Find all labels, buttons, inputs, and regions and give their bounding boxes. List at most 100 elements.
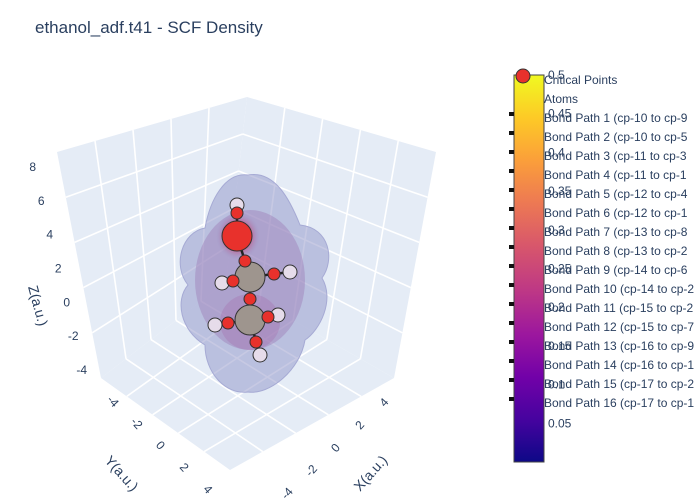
colorbar-tick-label: 0.15: [548, 339, 572, 353]
z-axis-tick-label: 6: [38, 194, 45, 208]
legend-label: Atoms: [544, 92, 578, 106]
legend-item[interactable]: Bond Path 11 (cp-15 to cp-2: [509, 301, 694, 315]
x-axis-tick-label: -2: [303, 462, 321, 480]
legend-line-marker: [509, 131, 514, 135]
gridline: [94, 140, 127, 359]
x-axis-title: X(a.u.): [350, 452, 390, 494]
atom-hydrogen: [207, 317, 223, 333]
legend-label: Bond Path 15 (cp-17 to cp-2: [544, 377, 694, 391]
colorbar: 0.05 0.1 0.15 0.2 0.25 0.3 0.35 0.4 0.45 0.5: [513, 68, 572, 463]
legend-label: Bond Path 3 (cp-11 to cp-3: [544, 149, 687, 163]
critical-point: [261, 310, 275, 324]
critical-points: [221, 206, 281, 349]
atoms: [207, 197, 298, 363]
legend-label: Bond Path 10 (cp-14 to cp-2: [544, 282, 694, 296]
x-axis-tick-label: 2: [352, 418, 367, 433]
legend-label: Bond Path 11 (cp-15 to cp-2: [544, 301, 694, 315]
legend-item[interactable]: Bond Path 2 (cp-10 to cp-5: [509, 130, 688, 144]
legend-item[interactable]: Bond Path 6 (cp-12 to cp-1: [509, 206, 688, 220]
legend-line-marker: [509, 207, 514, 211]
legend-label: Bond Path 1 (cp-10 to cp-9: [544, 111, 688, 125]
legend-label: Bond Path 5 (cp-12 to cp-4: [544, 187, 688, 201]
atom-hydrogen: [252, 347, 268, 363]
legend-item[interactable]: Bond Path 9 (cp-14 to cp-6: [509, 263, 688, 277]
legend-item[interactable]: Atoms: [544, 92, 578, 106]
atom-oxygen: [221, 220, 253, 252]
legend-item[interactable]: Bond Path 5 (cp-12 to cp-4: [509, 187, 688, 201]
gridline: [65, 133, 244, 198]
legend-item[interactable]: Bond Path 13 (cp-16 to cp-9: [509, 339, 694, 353]
colorbar-tick-label: 0.35: [548, 184, 572, 198]
legend-line-marker: [509, 378, 514, 382]
legend-item[interactable]: Bond Path 16 (cp-17 to cp-1: [509, 396, 694, 410]
legend[interactable]: Critical Points Atoms Bond Path 1 (cp-10 t…: [509, 68, 694, 410]
z-axis-tick-label: 8: [29, 160, 36, 174]
gridline: [132, 129, 152, 340]
colorbar-tick-label: 0.5: [548, 68, 565, 82]
x-axis-tick-label: 0: [328, 440, 343, 455]
legend-item[interactable]: Bond Path 14 (cp-16 to cp-1: [509, 358, 694, 372]
gridline: [242, 133, 428, 198]
atom-hydrogen: [282, 264, 298, 280]
legend-line-marker: [509, 245, 514, 249]
legend-item[interactable]: Bond Path 15 (cp-17 to cp-2: [509, 377, 694, 391]
legend-label: Bond Path 6 (cp-12 to cp-1: [544, 206, 688, 220]
legend-item[interactable]: Bond Path 12 (cp-15 to cp-7: [509, 320, 694, 334]
gridline: [359, 140, 399, 359]
scene-back-left-wall: [57, 97, 247, 378]
legend-line-marker: [509, 302, 514, 306]
legend-item[interactable]: Bond Path 1 (cp-10 to cp-9: [509, 111, 688, 125]
legend-line-marker: [509, 188, 514, 192]
atom-carbon: [234, 304, 266, 336]
gridline: [125, 358, 264, 453]
x-axis-tick-label: -4: [278, 484, 296, 500]
y-axis-tick-label: 2: [177, 460, 192, 475]
critical-point: [243, 292, 257, 306]
legend-label: Bond Path 12 (cp-15 to cp-7: [544, 320, 694, 334]
critical-point: [238, 254, 252, 268]
colorbar-tick-label: 0.05: [548, 416, 572, 430]
legend-line-marker: [509, 169, 514, 173]
legend-item[interactable]: Bond Path 7 (cp-13 to cp-8: [509, 225, 688, 239]
legend-label: Bond Path 13 (cp-16 to cp-9: [544, 339, 694, 353]
y-axis-tick-label: -2: [128, 415, 146, 433]
critical-point: [249, 335, 263, 349]
colorbar-tick-label: 0.1: [548, 378, 565, 392]
legend-label: Bond Path 2 (cp-10 to cp-5: [544, 130, 688, 144]
colorbar-tick-label: 0.4: [548, 145, 565, 159]
z-axis-ticks: 8 6 4 2 0 -2 -4: [29, 160, 87, 377]
gridline: [74, 170, 239, 244]
legend-item[interactable]: Bond Path 4 (cp-11 to cp-1: [509, 168, 687, 182]
colorbar-tick-label: 0.45: [548, 107, 572, 121]
colorbar-tick-label: 0.25: [548, 262, 572, 276]
y-axis-tick-label: 0: [153, 438, 168, 453]
x-axis-tick-label: 4: [377, 395, 392, 410]
legend-line-marker: [509, 150, 514, 154]
legend-label: Bond Path 8 (cp-13 to cp-2: [544, 244, 688, 258]
legend-line-marker: [509, 359, 514, 363]
legend-label: Bond Path 14 (cp-16 to cp-1: [544, 358, 694, 372]
z-axis-tick-label: -2: [68, 329, 79, 343]
z-axis-tick-label: 2: [55, 262, 62, 276]
colorbar-ticks: 0.05 0.1 0.15 0.2 0.25 0.3 0.35 0.4 0.45 0.5: [548, 68, 572, 430]
legend-item[interactable]: Critical Points: [515, 68, 617, 87]
colorbar-tick-label: 0.2: [548, 300, 565, 314]
legend-critical-point-marker: [515, 68, 531, 84]
legend-item[interactable]: Bond Path 10 (cp-14 to cp-2: [509, 282, 694, 296]
legend-line-marker: [509, 112, 514, 116]
legend-label: Bond Path 4 (cp-11 to cp-1: [544, 168, 687, 182]
legend-item[interactable]: Bond Path 3 (cp-11 to cp-3: [509, 149, 687, 163]
legend-line-marker: [509, 340, 514, 344]
legend-label: Critical Points: [544, 73, 617, 87]
colorbar-tick-label: 0.3: [548, 223, 565, 237]
gridline: [326, 129, 362, 340]
legend-label: Bond Path 7 (cp-13 to cp-8: [544, 225, 688, 239]
legend-item[interactable]: Bond Path 8 (cp-13 to cp-2: [509, 244, 688, 258]
legend-label: Bond Path 9 (cp-14 to cp-6: [544, 263, 688, 277]
atom-carbon: [234, 261, 266, 293]
critical-point: [226, 274, 240, 288]
critical-point: [267, 267, 281, 281]
y-axis-tick-label: 4: [201, 482, 216, 497]
legend-line-marker: [509, 226, 514, 230]
